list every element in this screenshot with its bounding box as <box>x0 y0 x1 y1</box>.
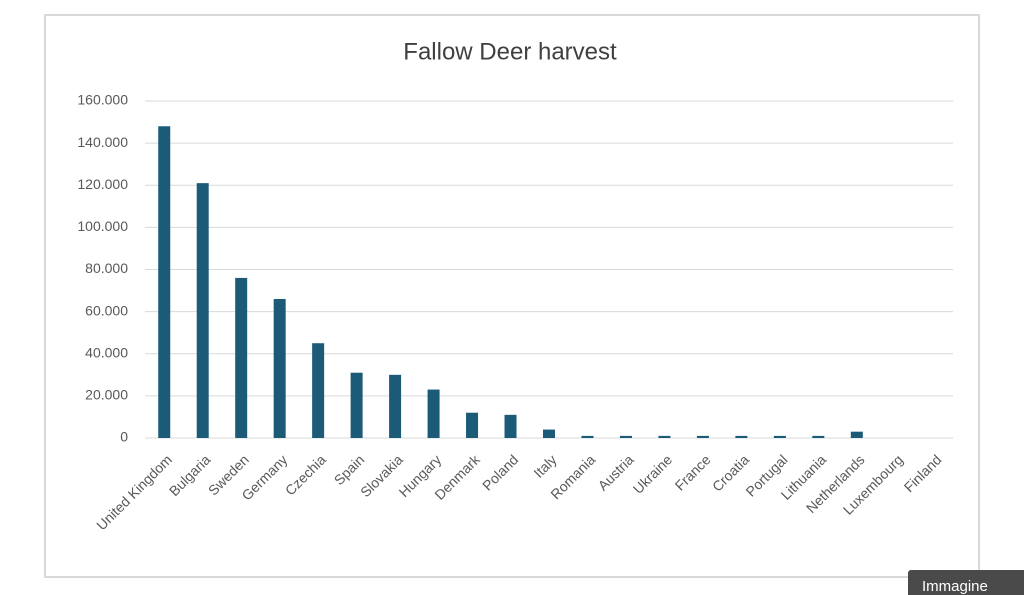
bar <box>812 435 825 438</box>
bar <box>543 429 555 438</box>
y-tick-label: 0 <box>120 429 128 445</box>
bar <box>696 435 709 438</box>
y-tick-label: 120.000 <box>77 176 128 192</box>
bar <box>273 298 286 438</box>
bar <box>581 435 594 438</box>
bar <box>196 183 209 438</box>
y-tick-label: 60.000 <box>85 302 128 318</box>
tooltip-text: Immagine <box>922 578 988 595</box>
bar <box>466 412 479 438</box>
bar <box>619 435 632 438</box>
bar <box>312 343 325 438</box>
chart-title: Fallow Deer harvest <box>403 38 617 65</box>
bar <box>235 277 248 438</box>
y-tick-label: 80.000 <box>85 260 128 276</box>
y-tick-label: 160.000 <box>77 92 128 108</box>
bar <box>350 372 363 438</box>
y-tick-label: 100.000 <box>77 218 128 234</box>
y-tick-label: 40.000 <box>85 344 128 360</box>
y-tick-label: 140.000 <box>77 134 128 150</box>
y-tick-label: 20.000 <box>85 387 128 403</box>
bar <box>427 389 440 438</box>
bar <box>389 374 402 438</box>
bar <box>658 435 671 438</box>
tooltip <box>908 570 1024 595</box>
bar <box>773 435 786 438</box>
bar <box>735 435 748 438</box>
bar <box>504 414 517 438</box>
bar <box>850 431 863 438</box>
bar <box>158 126 171 439</box>
chart-frame <box>44 14 980 578</box>
